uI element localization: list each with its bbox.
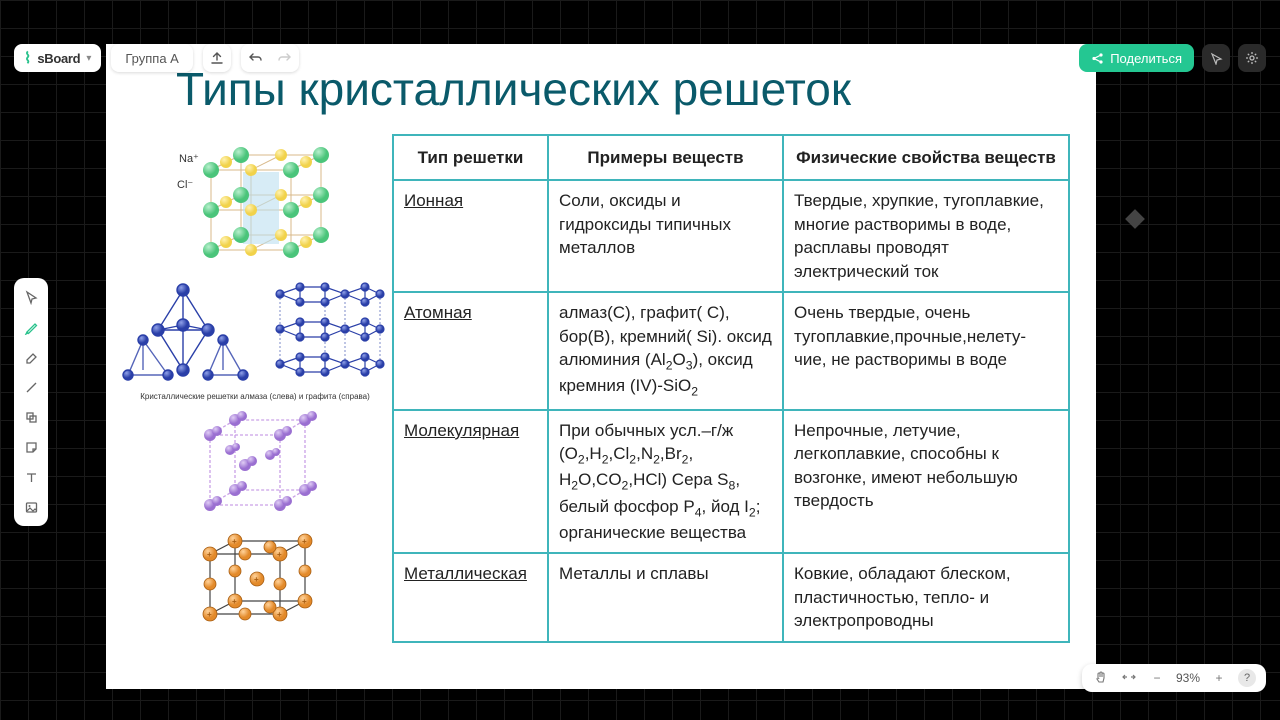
app-logo[interactable]: ⌇ sBoard ▾: [14, 44, 101, 72]
document-name[interactable]: Группа А: [111, 44, 193, 72]
svg-text:+: +: [277, 610, 282, 619]
logo-glyph-icon: ⌇: [24, 49, 31, 67]
sticky-icon: [24, 440, 39, 455]
pointer-icon: [24, 290, 39, 305]
svg-text:+: +: [254, 575, 259, 584]
redo-button[interactable]: [272, 47, 296, 69]
cl-label: Cl⁻: [177, 179, 193, 191]
ionic-lattice-diagram: Na⁺ Cl⁻: [171, 140, 339, 270]
select-tool[interactable]: [18, 284, 44, 310]
upload-icon: [210, 51, 224, 65]
na-label: Na⁺: [179, 153, 199, 165]
line-icon: [24, 380, 39, 395]
share-icon: [1091, 52, 1104, 65]
upload-button[interactable]: [203, 44, 231, 72]
cell-examples: алмаз(С), графит( С), бор(В), кремний( S…: [548, 292, 783, 409]
zoom-bar: − 93% + ?: [1082, 664, 1266, 692]
metallic-lattice-diagram: + + + + + + + + +: [190, 529, 320, 629]
table-row: Молекулярная При обычных усл.–г/ж (O2,H2,…: [393, 410, 1069, 554]
cursor-icon: [1210, 52, 1223, 65]
lattice-table: Тип решетки Примеры веществ Физические с…: [392, 134, 1070, 643]
cell-props: Непрочные, летучие, легкоплавкие, способ…: [783, 410, 1069, 554]
svg-text:+: +: [207, 550, 212, 559]
table-row: Металлическая Металлы и сплавыКовкие, обл…: [393, 553, 1069, 641]
type-name: Молекулярная: [404, 421, 519, 440]
cell-examples: Металлы и сплавы: [548, 553, 783, 641]
cell-props: Очень твердые, очень тугоплавкие,прочные…: [783, 292, 1069, 409]
diagrams-column: Na⁺ Cl⁻: [120, 134, 390, 643]
cell-examples: Соли, оксиды и гидроксиды типичных метал…: [548, 180, 783, 292]
table-row: Ионная Соли, оксиды и гидроксиды типичных…: [393, 180, 1069, 292]
zoom-out-button[interactable]: −: [1148, 671, 1166, 685]
eraser-icon: [24, 350, 39, 365]
image-icon: [24, 500, 39, 515]
zoom-level: 93%: [1176, 671, 1200, 685]
shape-icon: [24, 410, 39, 425]
table-row: Атомная алмаз(С), графит( С), бор(В), кре…: [393, 292, 1069, 409]
settings-button[interactable]: [1238, 44, 1266, 72]
cursor-mode-button[interactable]: [1202, 44, 1230, 72]
table-header-row: Тип решетки Примеры веществ Физические с…: [393, 135, 1069, 180]
text-icon: [24, 470, 39, 485]
svg-text:+: +: [302, 597, 307, 606]
shape-tool[interactable]: [18, 404, 44, 430]
svg-text:+: +: [302, 537, 307, 546]
molecular-lattice-diagram: [185, 405, 325, 525]
cell-props: Твердые, хрупкие, тугоплавкие, многие ра…: [783, 180, 1069, 292]
help-button[interactable]: ?: [1238, 669, 1256, 687]
svg-text:+: +: [232, 597, 237, 606]
col-props: Физические свойства веществ: [783, 135, 1069, 180]
sticky-tool[interactable]: [18, 434, 44, 460]
cell-examples: При обычных усл.–г/ж (O2,H2,Cl2,N2,Br2, …: [548, 410, 783, 554]
undo-icon: [249, 52, 263, 64]
line-tool[interactable]: [18, 374, 44, 400]
tool-rail: [14, 278, 48, 526]
fit-width-button[interactable]: [1120, 671, 1138, 685]
col-examples: Примеры веществ: [548, 135, 783, 180]
type-name: Металлическая: [404, 564, 527, 583]
pen-tool[interactable]: [18, 314, 44, 340]
fit-icon: [1122, 672, 1136, 682]
redo-icon: [277, 52, 291, 64]
eraser-tool[interactable]: [18, 344, 44, 370]
svg-text:+: +: [232, 537, 237, 546]
gear-icon: [1245, 51, 1259, 65]
logo-text: sBoard: [37, 51, 80, 66]
col-type: Тип решетки: [393, 135, 548, 180]
canvas[interactable]: Типы кристаллических решеток: [106, 44, 1096, 689]
zoom-in-button[interactable]: +: [1210, 671, 1228, 685]
atomic-lattice-diagram: Кристаллические решетки алмаза (слева) и…: [120, 274, 390, 401]
share-button[interactable]: Поделиться: [1079, 44, 1194, 72]
pen-icon: [24, 320, 39, 335]
cell-props: Ковкие, обладают блеском, пластичностью,…: [783, 553, 1069, 641]
text-tool[interactable]: [18, 464, 44, 490]
type-name: Ионная: [404, 191, 463, 210]
hand-icon: [1094, 670, 1108, 684]
chevron-down-icon: ▾: [86, 53, 91, 64]
undo-button[interactable]: [244, 47, 268, 69]
atomic-caption: Кристаллические решетки алмаза (слева) и…: [120, 392, 390, 401]
svg-text:+: +: [277, 550, 282, 559]
pan-button[interactable]: [1092, 670, 1110, 687]
type-name: Атомная: [404, 303, 472, 322]
share-label: Поделиться: [1110, 51, 1182, 66]
svg-text:+: +: [207, 610, 212, 619]
image-tool[interactable]: [18, 494, 44, 520]
